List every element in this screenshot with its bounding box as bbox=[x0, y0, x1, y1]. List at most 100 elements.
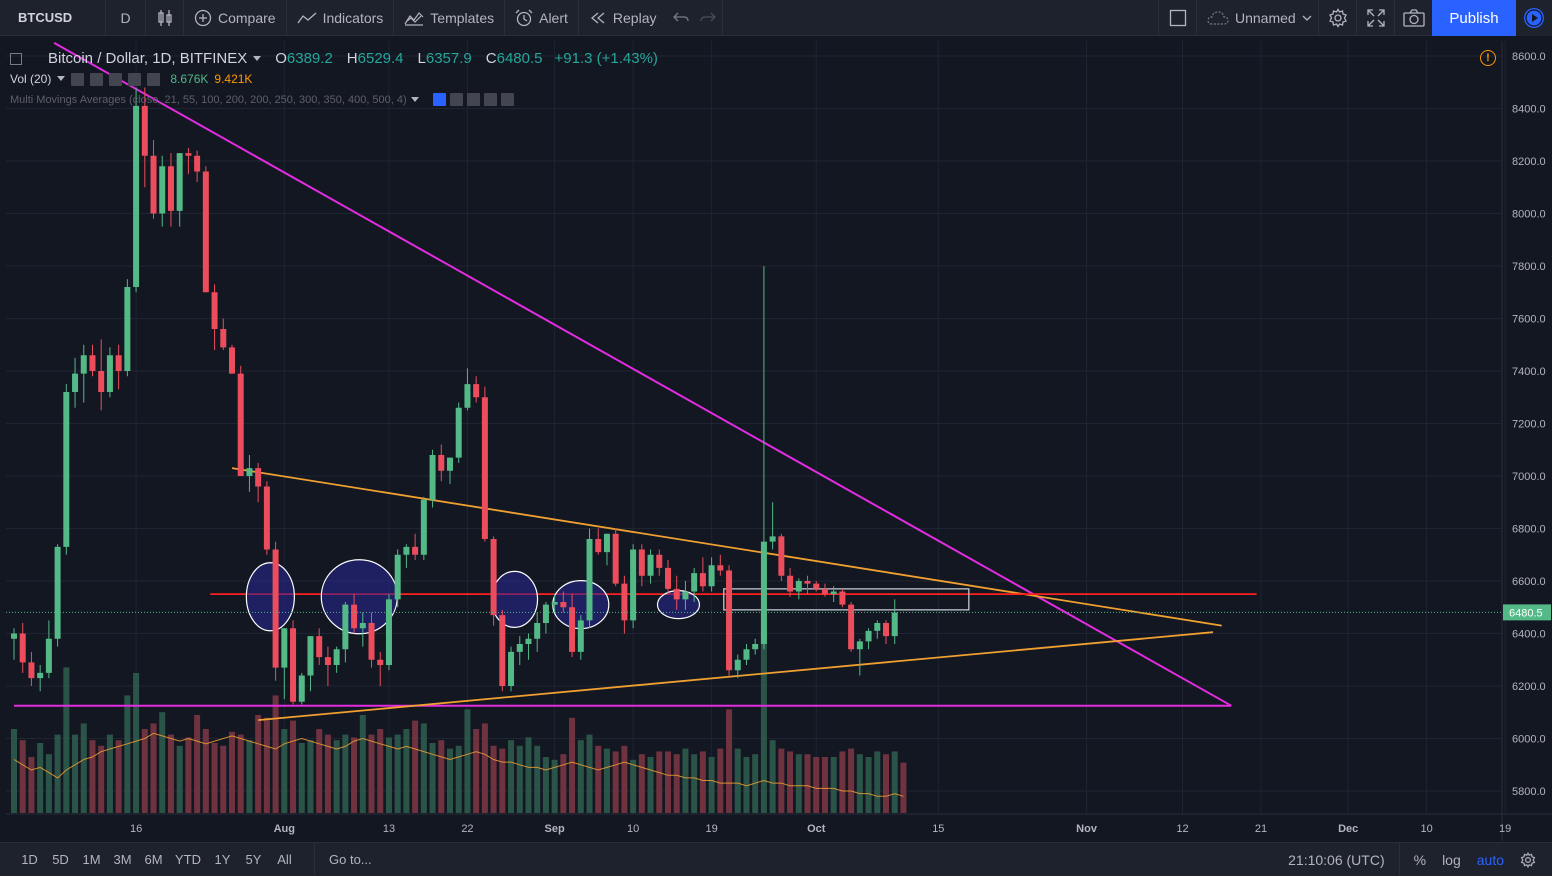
range-ytd[interactable]: YTD bbox=[175, 852, 201, 867]
caret-down-icon[interactable] bbox=[410, 96, 419, 103]
volume-bar bbox=[202, 729, 209, 813]
log-scale-toggle[interactable]: log bbox=[1442, 852, 1461, 868]
templates-button[interactable]: Templates bbox=[394, 0, 506, 36]
high-label: H bbox=[346, 50, 358, 67]
candle-body bbox=[342, 604, 349, 650]
play-button[interactable] bbox=[1516, 0, 1552, 36]
publish-button[interactable]: Publish bbox=[1432, 0, 1516, 36]
candle-body bbox=[290, 628, 297, 702]
close-icon[interactable] bbox=[500, 93, 514, 106]
range-5d[interactable]: 5D bbox=[52, 852, 69, 867]
layout-name: Unnamed bbox=[1235, 10, 1296, 26]
volume-bar bbox=[194, 715, 201, 813]
more-icon[interactable] bbox=[483, 93, 497, 106]
candle-body bbox=[630, 549, 637, 621]
ma-label[interactable]: Multi Movings Averages (close, 21, 55, 1… bbox=[10, 93, 407, 106]
candle-body bbox=[551, 602, 558, 605]
volume-bar bbox=[525, 737, 532, 813]
volume-bar bbox=[778, 748, 785, 813]
replay-button[interactable]: Replay bbox=[579, 0, 667, 36]
range-3m[interactable]: 3M bbox=[113, 852, 132, 867]
volume-label[interactable]: Vol (20) bbox=[10, 72, 52, 86]
snapshot-button[interactable] bbox=[1394, 0, 1432, 36]
undo-button[interactable] bbox=[667, 0, 695, 36]
volume-bar bbox=[699, 751, 706, 813]
volume-legend[interactable]: Vol (20) 8.676K 9.421K bbox=[10, 72, 252, 86]
time-tick-label: 15 bbox=[932, 823, 944, 835]
warning-icon[interactable]: ! bbox=[1480, 50, 1496, 66]
series-title[interactable]: Bitcoin / Dollar, 1D, BITFINEX bbox=[48, 50, 248, 67]
range-5y[interactable]: 5Y bbox=[245, 852, 262, 867]
source-icon[interactable] bbox=[466, 93, 480, 106]
volume-bar bbox=[656, 751, 663, 813]
settings-button[interactable] bbox=[1318, 0, 1356, 36]
volume-bar bbox=[211, 743, 218, 813]
volume-bar bbox=[420, 723, 427, 813]
fullscreen-layout-button[interactable] bbox=[1158, 0, 1196, 36]
main-series-legend[interactable]: Bitcoin / Dollar, 1D, BITFINEX O 6389.2 H… bbox=[48, 50, 658, 67]
candle-body bbox=[534, 623, 541, 639]
range-1y[interactable]: 1Y bbox=[214, 852, 231, 867]
volume-bar bbox=[743, 757, 750, 813]
candle-body bbox=[752, 644, 759, 650]
volume-bar bbox=[804, 754, 811, 813]
candle-body bbox=[665, 567, 671, 589]
volume-bar bbox=[630, 759, 637, 813]
goto-date-button[interactable]: Go to... bbox=[314, 842, 372, 876]
fullscreen-button[interactable] bbox=[1356, 0, 1394, 36]
time-tick-label: Aug bbox=[274, 823, 295, 835]
volume-bar bbox=[394, 734, 401, 813]
ma-legend[interactable]: Multi Movings Averages (close, 21, 55, 1… bbox=[10, 93, 514, 106]
chart-pane[interactable]: 5800.0 6000.0 6200.0 6400.0 6600.0 6800.0 7000… bbox=[6, 41, 1552, 815]
caret-down-icon[interactable] bbox=[57, 76, 66, 82]
volume-bar bbox=[717, 748, 724, 813]
indicators-button[interactable]: Indicators bbox=[287, 0, 395, 36]
time-axis[interactable]: 16 Aug 13 22 Sep 10 19 Oct 15 Nov 12 21 Dec 10 19 bbox=[6, 815, 1552, 841]
compare-button[interactable]: Compare bbox=[184, 0, 287, 36]
price-tick-label: 7400.0 bbox=[1512, 366, 1546, 378]
eye-icon[interactable] bbox=[432, 93, 446, 106]
redo-button[interactable] bbox=[695, 0, 723, 36]
source-icon[interactable] bbox=[109, 72, 123, 86]
plus-circle-icon bbox=[194, 9, 212, 27]
symbol-search[interactable]: BTCUSD bbox=[0, 0, 106, 36]
range-6m[interactable]: 6M bbox=[144, 852, 163, 867]
range-1m[interactable]: 1M bbox=[82, 852, 101, 867]
candle-body bbox=[106, 355, 113, 392]
candle-body bbox=[560, 602, 567, 608]
volume-bar bbox=[324, 734, 331, 813]
volume-bar bbox=[316, 729, 323, 813]
eye-icon[interactable] bbox=[71, 72, 85, 86]
more-icon[interactable] bbox=[128, 72, 142, 86]
volume-bar bbox=[72, 734, 79, 813]
time-tick-label: 19 bbox=[1499, 823, 1511, 835]
interval-button[interactable]: D bbox=[106, 0, 146, 36]
candle-body bbox=[72, 373, 79, 392]
candle-body bbox=[167, 166, 174, 211]
time-tick-label: Sep bbox=[545, 823, 565, 835]
collapse-legend-button[interactable] bbox=[10, 53, 22, 65]
candle-body bbox=[708, 565, 715, 587]
candle-body bbox=[821, 588, 828, 595]
layout-menu[interactable]: Unnamed bbox=[1196, 0, 1318, 36]
chart-settings-button[interactable] bbox=[1512, 852, 1552, 868]
auto-scale-toggle[interactable]: auto bbox=[1476, 852, 1504, 868]
percent-scale-toggle[interactable]: % bbox=[1413, 852, 1427, 868]
candle-body bbox=[447, 457, 453, 471]
candle-body bbox=[220, 329, 227, 348]
chart-type-button[interactable] bbox=[146, 0, 184, 36]
candle-body bbox=[229, 347, 235, 374]
caret-down-icon[interactable] bbox=[253, 55, 262, 62]
alert-button[interactable]: Alert bbox=[505, 0, 579, 36]
range-1d[interactable]: 1D bbox=[21, 852, 38, 867]
price-chart[interactable]: 5800.0 6000.0 6200.0 6400.0 6600.0 6800.0 7000… bbox=[6, 41, 1552, 815]
volume-bar bbox=[272, 695, 279, 813]
close-icon[interactable] bbox=[147, 72, 161, 86]
price-tick-label: 8400.0 bbox=[1512, 104, 1546, 116]
time-tick-label: Oct bbox=[807, 823, 826, 835]
utc-clock[interactable]: 21:10:06 (UTC) bbox=[1274, 843, 1400, 876]
volume-bar bbox=[307, 740, 314, 813]
gear-icon[interactable] bbox=[449, 93, 463, 106]
range-all[interactable]: All bbox=[277, 852, 292, 867]
gear-icon[interactable] bbox=[90, 72, 104, 86]
